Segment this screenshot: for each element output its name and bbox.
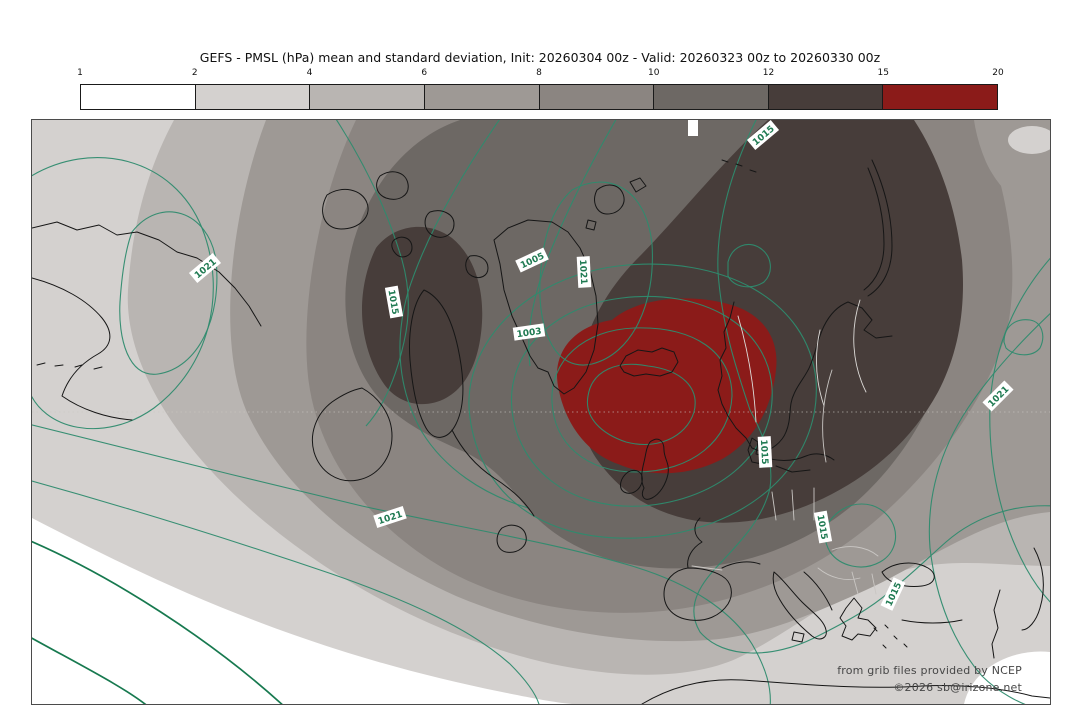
colorbar-tick-label: 10 — [648, 68, 660, 78]
country-borders — [691, 299, 879, 595]
svg-text:1015: 1015 — [758, 439, 769, 465]
contour-label: 1015 — [757, 436, 773, 468]
band-10-12-baffin — [362, 226, 483, 405]
band-white-se — [964, 651, 1050, 704]
svg-text:1003: 1003 — [516, 327, 542, 340]
attribution-copyright: ©2026 sb@irizone.net — [893, 681, 1022, 694]
colorbar-cell — [81, 85, 195, 109]
colorbar-tick-label: 2 — [191, 68, 198, 78]
colorbar-cell — [423, 85, 539, 109]
colorbar-cell — [767, 85, 883, 109]
colorbar-cell — [194, 85, 310, 109]
contour-label: 1003 — [512, 323, 546, 341]
colorbar-ticks: 1 2 4 6 8 10 12 15 20 — [77, 68, 1004, 80]
svg-text:1015: 1015 — [385, 289, 399, 315]
band-white-notch — [688, 120, 698, 136]
colorbar-tick-label: 4 — [306, 68, 313, 78]
band-15-20-red — [557, 298, 777, 474]
colorbar-tick-label: 8 — [536, 68, 542, 78]
svg-text:1021: 1021 — [577, 259, 588, 285]
colorbar-cell — [538, 85, 654, 109]
chart-title: GEFS - PMSL (hPa) mean and standard devi… — [199, 50, 881, 65]
colorbar — [80, 84, 998, 110]
colorbar-tick-label: 1 — [77, 68, 83, 78]
colorbar-tick-label: 6 — [421, 68, 428, 78]
colorbar-cell — [653, 85, 768, 109]
colorbar-tick-label: 20 — [992, 68, 1004, 78]
svg-text:1015: 1015 — [814, 514, 828, 540]
band-light-ne-spot — [1008, 126, 1050, 154]
attribution-source: from grib files provided by NCEP — [837, 664, 1022, 677]
map-image: 1021 1015 1005 1021 1003 1015 1021 1021 1015 1015… — [31, 119, 1051, 705]
colorbar-cell — [882, 85, 997, 109]
contour-label: 1015 — [384, 285, 404, 319]
colorbar-cell — [309, 85, 424, 109]
contour-label: 1015 — [813, 510, 833, 544]
coastlines — [32, 159, 1050, 704]
colorbar-tick-label: 15 — [877, 68, 889, 78]
contour-label: 1021 — [576, 256, 592, 288]
colorbar-tick-label: 12 — [762, 68, 775, 78]
band-white-sw — [32, 518, 572, 704]
